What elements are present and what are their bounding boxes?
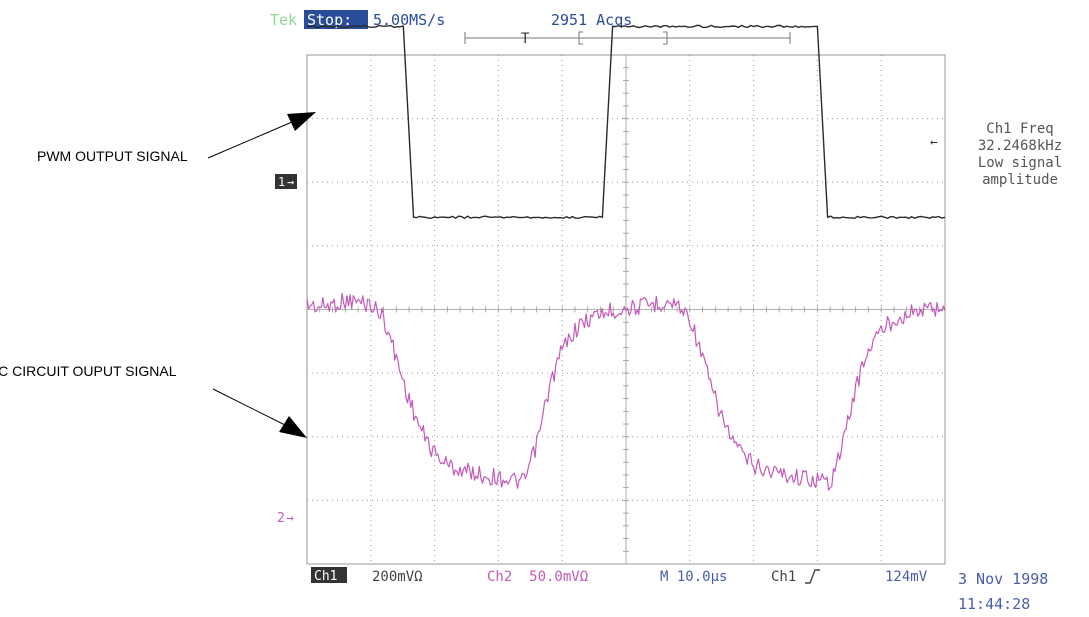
- run-state-badge: [304, 10, 368, 29]
- ch1-trace: [306, 24, 946, 220]
- pwm-annotation-arrowhead: [287, 112, 316, 131]
- date-label: 3 Nov 1998: [958, 570, 1048, 588]
- time-label: 11:44:28: [958, 595, 1030, 613]
- record-position-bar: [464, 31, 791, 45]
- run-state-label: Stop:: [307, 11, 352, 29]
- ch2-scale-label: Ch2 50.0mVΩ: [487, 569, 588, 585]
- ch2-ground-arrow: →: [286, 511, 294, 526]
- measurement-note-line2: amplitude: [982, 172, 1058, 188]
- trigger-source-label: Ch1: [771, 569, 796, 585]
- pwm-annotation-leader: [207, 121, 293, 159]
- ch1-footer-label: Ch1: [314, 569, 337, 584]
- trigger-slope-rising-icon: [805, 569, 820, 584]
- timebase-label: M 10.0µs: [660, 569, 727, 585]
- acquisitions-label: 2951 Acqs: [551, 11, 632, 29]
- measurement-readout: Ch1 Freq 32.2468kHz Low signal amplitude: [978, 121, 1062, 188]
- ch1-footer-badge: [311, 567, 347, 583]
- measurement-note-line1: Low signal: [978, 155, 1062, 171]
- rc-annotation-leader: [212, 388, 286, 426]
- trigger-level-marker: ←: [930, 135, 938, 150]
- measurement-title: Ch1 Freq: [986, 121, 1053, 137]
- ch1-ground-label: 1: [278, 175, 285, 189]
- measurement-value: 32.2468kHz: [978, 138, 1062, 154]
- rc-annotation-arrowhead: [279, 416, 307, 438]
- ch1-ground-marker: [275, 174, 297, 189]
- trigger-position-marker: T: [521, 31, 530, 47]
- trigger-level-label: 124mV: [885, 569, 928, 585]
- pwm-annotation-label: PWM OUTPUT SIGNAL: [37, 148, 188, 164]
- ch1-scale-label: 200mVΩ: [372, 569, 423, 585]
- ch2-trace: [306, 292, 946, 491]
- rc-annotation-label: RC CIRCUIT OUPUT SIGNAL: [0, 363, 177, 379]
- ch1-ground-arrow: →: [287, 175, 294, 189]
- sample-rate-label: 5.00MS/s: [373, 11, 445, 29]
- ch2-ground-label: 2: [277, 511, 285, 526]
- brand-label: Tek: [270, 11, 297, 29]
